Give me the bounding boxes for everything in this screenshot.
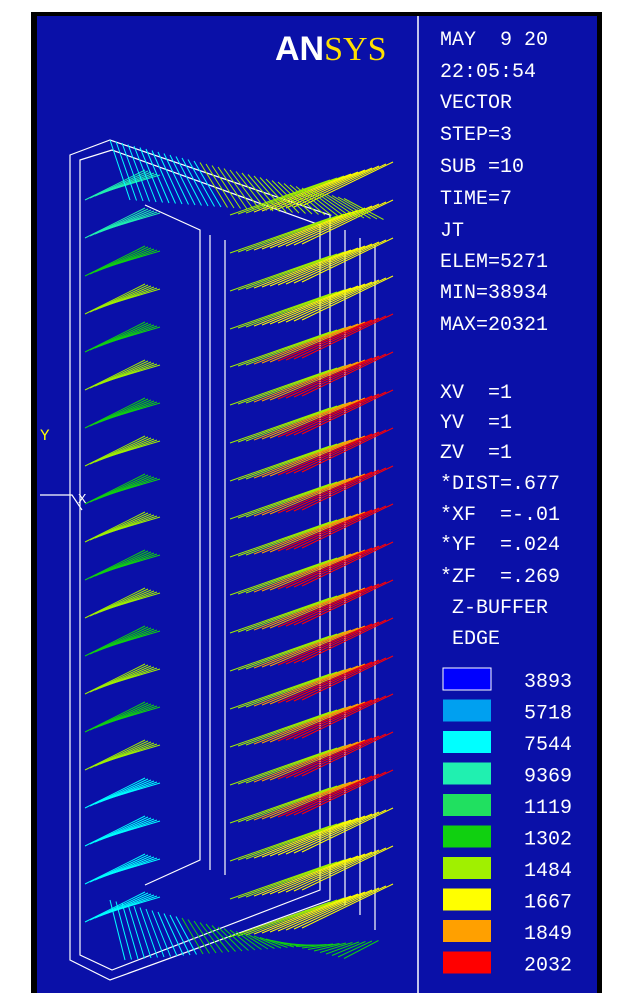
info-line: MIN=38934	[440, 282, 548, 305]
legend-label: 1849	[524, 923, 572, 946]
info-line: JT	[440, 220, 464, 243]
axis-label: X	[78, 492, 87, 508]
info-line: *YF =.024	[440, 534, 560, 557]
legend-swatch	[443, 952, 491, 974]
legend-swatch	[443, 889, 491, 911]
info-line: *DIST=.677	[440, 473, 560, 496]
axis-label: Y	[40, 427, 50, 445]
legend-swatch	[443, 826, 491, 848]
legend-label: 1484	[524, 860, 572, 883]
info-line: ZV =1	[440, 442, 512, 465]
info-line: *XF =-.01	[440, 504, 560, 527]
logo-part: SYS	[324, 31, 386, 68]
info-line: ELEM=5271	[440, 251, 548, 274]
info-line: VECTOR	[440, 92, 512, 115]
legend-swatch	[443, 731, 491, 753]
info-line: 22:05:54	[440, 61, 536, 84]
legend-label: 7544	[524, 734, 572, 757]
legend-label: 3893	[524, 671, 572, 694]
info-line: SUB =10	[440, 156, 524, 179]
info-line: TIME=7	[440, 188, 512, 211]
legend-swatch	[443, 920, 491, 942]
info-line: MAY 9 20	[440, 29, 548, 52]
logo-part: AN	[275, 30, 324, 68]
legend-swatch	[443, 700, 491, 722]
legend-label: 1667	[524, 892, 572, 915]
legend-label: 1119	[524, 797, 572, 820]
legend-label: 2032	[524, 955, 572, 978]
legend-label: 9369	[524, 766, 572, 789]
info-line: STEP=3	[440, 124, 512, 147]
info-line: YV =1	[440, 412, 512, 435]
legend-swatch	[443, 668, 491, 690]
legend-swatch	[443, 763, 491, 785]
info-line: XV =1	[440, 382, 512, 405]
page: Y X ANSYS MAY 9 20 22:05:54 VECTOR STEP=3 SU…	[0, 0, 620, 995]
legend-label: 1302	[524, 829, 572, 852]
info-line: Z-BUFFER	[440, 597, 548, 620]
info-line: MAX=20321	[440, 314, 548, 337]
screenshot: Y X ANSYS MAY 9 20 22:05:54 VECTOR STEP=3 SU…	[0, 0, 620, 995]
legend-label: 5718	[524, 703, 572, 726]
legend-swatch	[443, 857, 491, 879]
legend-swatch	[443, 794, 491, 816]
info-line: EDGE	[440, 628, 500, 651]
info-line: *ZF =.269	[440, 566, 560, 589]
ansys-logo: ANSYS	[275, 30, 386, 68]
